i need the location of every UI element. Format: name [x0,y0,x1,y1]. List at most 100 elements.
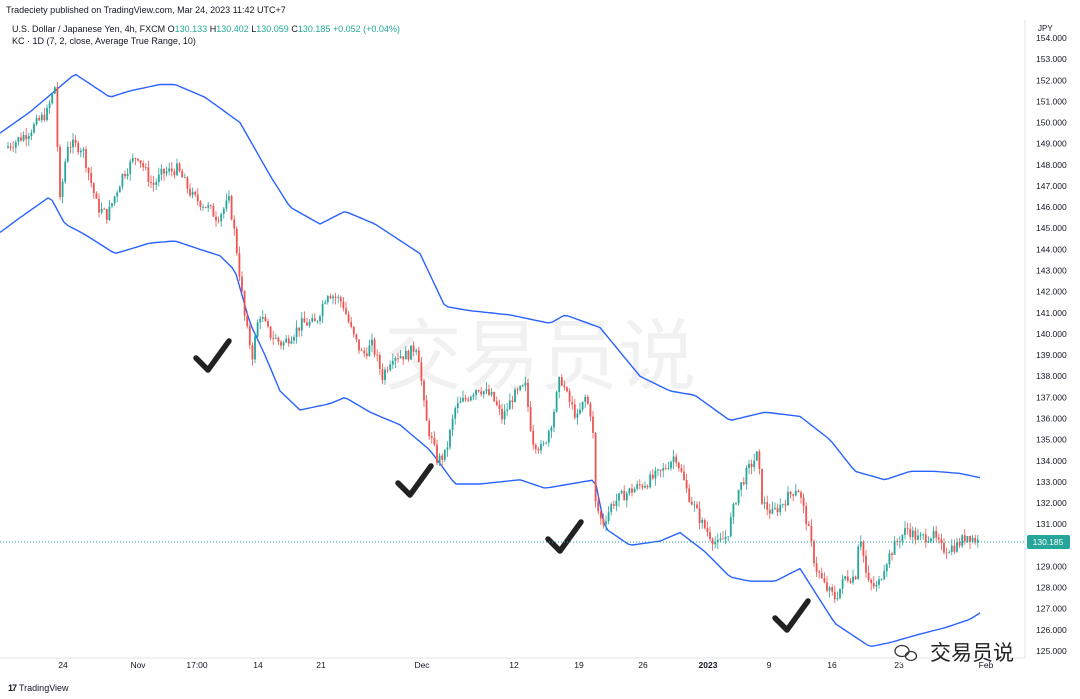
candle-body [878,579,880,585]
candle-body [241,276,243,292]
candle-body [703,520,706,528]
candle-body [178,163,181,172]
symbol-legend[interactable]: U.S. Dollar / Japanese Yen, 4h, FXCM O13… [12,24,400,35]
candle-body [618,493,620,501]
candle-body [17,137,20,142]
wechat-bubble-small-icon [904,650,918,662]
check-icon [395,463,434,498]
candle-body [690,501,693,505]
candle-body [170,168,173,172]
candle-body [880,579,883,580]
candle-body [498,405,501,409]
candle-body [636,484,639,489]
candle-body [51,93,54,104]
candle-body [215,216,217,221]
candle-body [404,350,407,360]
candle-body [872,583,875,587]
candle-body [412,345,415,352]
candle-body [22,135,25,141]
check-icon [545,519,584,554]
candle-body [958,542,961,546]
watermark-center: 交易员说 [384,312,696,400]
candle-body [597,501,600,512]
y-tick-label: 147.000 [1036,181,1067,191]
candle-body [771,508,774,514]
candle-body [79,150,82,153]
candle-body [514,389,516,402]
candle-body [30,132,33,136]
y-tick-label: 139.000 [1036,350,1067,360]
y-tick-label: 140.000 [1036,329,1067,339]
x-tick-label: Nov [130,660,146,670]
candle-body [813,541,815,564]
candle-body [852,576,854,583]
tradingview-name: TradingView [19,683,69,693]
candle-body [966,536,969,542]
candle-body [433,438,436,445]
y-tick-label: 144.000 [1036,244,1067,254]
candle-body [147,167,150,182]
candle-body [859,541,862,547]
time-axis[interactable]: 24 Nov 17:00 14 21 Dec 12 19 26 2023 9 16 23 Feb [58,660,993,670]
y-tick-label: 149.000 [1036,139,1067,149]
candle-body [142,163,145,168]
candle-body [202,206,204,208]
candle-body [131,158,134,162]
candle-body [963,535,966,542]
y-tick-label: 141.000 [1036,308,1067,318]
candle-body [732,504,735,518]
candle-body [282,342,285,346]
candle-body [352,326,355,335]
candle-body [677,462,680,469]
indicator-legend[interactable]: KC · 1D (7, 2, close, Average True Range… [12,36,196,46]
candle-body [256,322,259,337]
candle-body [95,193,98,199]
candle-body [605,521,607,525]
open-value: 130.133 [174,24,208,34]
candle-body [199,201,202,207]
candle-body [20,137,22,141]
candle-body [43,114,46,120]
candle-body [545,442,548,444]
candle-body [529,406,532,431]
candle-body [776,508,779,513]
price-axis[interactable]: 125.000126.000127.000128.000129.000130.0… [1036,33,1067,656]
candle-body [727,536,730,538]
candle-body [98,198,100,213]
keltner-channel [0,73,981,648]
candle-body [667,468,670,469]
candle-body [33,124,35,133]
candle-body [854,576,857,580]
candle-body [919,534,922,536]
candle-body [212,206,215,217]
y-tick-label: 126.000 [1036,625,1067,635]
candle-body [672,456,675,462]
candle-body [891,553,893,555]
x-tick-label: 23 [894,660,904,670]
candle-body [285,338,288,343]
y-tick-label: 151.000 [1036,96,1067,106]
candle-body [787,492,789,506]
candle-body [792,494,795,496]
candle-body [157,174,160,183]
candle-body [126,173,129,177]
candle-body [303,318,306,323]
candle-body [615,500,618,506]
candle-body [176,163,178,176]
candle-body [904,528,906,535]
tradingview-brand[interactable]: 17 TradingView [8,683,69,693]
x-tick-label: 14 [253,660,263,670]
candle-body [490,392,493,395]
candle-body [9,146,12,148]
candle-body [451,418,454,430]
candle-body [410,345,412,360]
candle-body [399,356,402,359]
candle-body [550,427,553,432]
candle-body [108,206,111,220]
candle-body [243,291,246,316]
candle-body [61,181,64,198]
candle-body [774,508,776,509]
candle-body [623,491,626,501]
candle-body [264,317,267,322]
